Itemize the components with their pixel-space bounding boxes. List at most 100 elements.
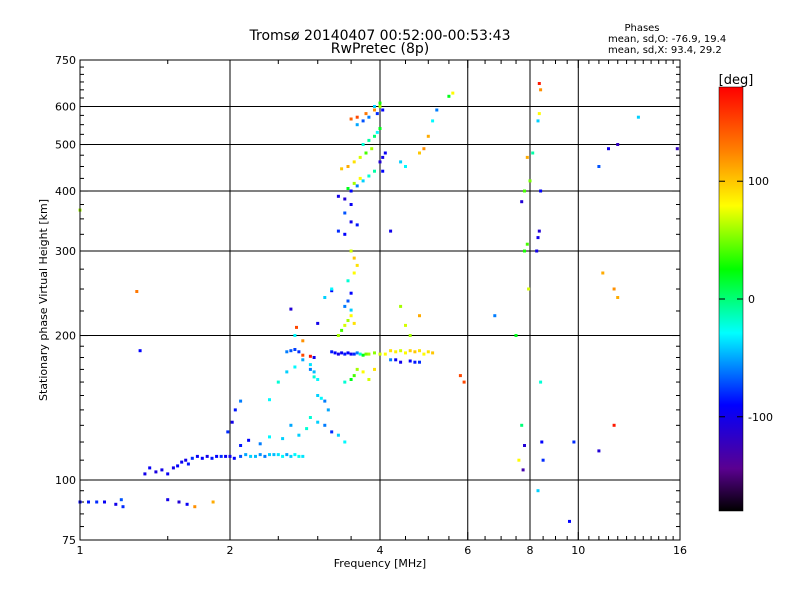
echo-point [381,169,385,173]
echo-point [536,119,540,123]
echo-point [87,500,90,504]
echo-point [336,352,340,356]
echo-point [361,353,365,357]
echo-point [375,112,379,116]
x-tick-label: 16 [673,544,687,557]
echo-point [355,263,359,267]
echo-point [224,454,228,458]
echo-point [316,378,320,381]
echo-point [537,82,541,85]
echo-point [135,290,139,293]
y-tick-labels: 75 100 200 300 400 500 600 750 [55,54,76,547]
echo-point [352,374,356,378]
echo-point [399,160,403,164]
echo-point [352,160,356,164]
echo-point [447,94,451,98]
echo-point [451,91,455,95]
echo-point [399,360,403,364]
echo-point [373,108,376,112]
echo-point [378,127,382,130]
echo-point [228,454,232,458]
echo-point [343,352,347,356]
echo-point [378,101,382,105]
echo-point [285,350,289,354]
x-tick-label: 4 [377,544,384,557]
echo-point [247,438,251,442]
echo-point [373,134,376,138]
echo-point [293,453,297,457]
echo-point [346,319,350,322]
echo-point [349,249,353,253]
echo-point [114,502,118,506]
phases-o-stats: mean, sd,O: -76.9, 19.4 [608,34,726,45]
echo-point [352,181,356,185]
grid-lines [80,60,680,540]
echo-point [539,380,543,384]
echo-point [536,236,540,240]
echo-point [103,500,106,504]
echo-point [326,408,330,412]
echo-point [293,348,297,351]
y-tick-label: 100 [55,474,76,487]
echo-point [285,370,289,374]
echo-point [343,440,347,444]
echo-point [268,398,271,402]
x-tick-label: 2 [227,544,234,557]
echo-point [525,155,529,159]
echo-point [520,200,524,204]
echo-point [539,189,543,193]
echo-point [276,453,280,457]
echo-point [527,287,531,291]
echo-point [349,352,353,356]
echo-point [349,291,353,295]
echo-point [171,466,175,470]
echo-point [346,351,350,355]
echo-point [408,359,412,363]
echo-point [193,505,197,509]
echo-point [355,351,359,355]
echo-point [612,423,616,427]
echo-point [616,296,620,299]
echo-point [301,358,305,362]
echo-point [346,165,350,168]
x-axis-label: Frequency [MHz] [334,557,426,570]
echo-point [352,271,356,275]
echo-point [336,433,340,437]
colorbar-unit-label: [deg] [719,73,754,88]
echo-point [373,169,376,173]
echo-point [378,160,382,164]
echo-point [426,350,430,354]
echo-point [520,423,524,427]
echo-point [422,147,426,151]
echo-point [370,147,374,151]
echo-point [166,498,170,502]
echo-point [568,519,571,523]
echo-point [364,151,368,155]
echo-point [352,352,356,356]
echo-point [285,453,289,457]
echo-point [373,351,376,355]
chart-subtitle: RwPretec (8p) [331,41,429,57]
echo-point [426,134,430,138]
echo-point [148,466,152,470]
echo-point [355,367,359,371]
echo-point [541,458,545,462]
echo-point [373,367,376,371]
echo-point [323,296,327,299]
echo-point [413,350,417,354]
echo-point [346,279,350,283]
echo-point [352,256,356,260]
echo-point [361,370,365,374]
echo-point [180,460,184,464]
echo-point [394,358,398,362]
echo-point [358,352,362,356]
echo-point [361,143,365,146]
echo-point [258,442,262,446]
echo-point [312,356,316,359]
echo-point [330,350,334,354]
colorbar-ticks: 100 0 -100 [719,175,773,424]
echo-point [381,108,385,112]
chart-title: Tromsø 20140407 00:52:00-00:53:43 [249,28,511,44]
echo-point [355,223,359,227]
